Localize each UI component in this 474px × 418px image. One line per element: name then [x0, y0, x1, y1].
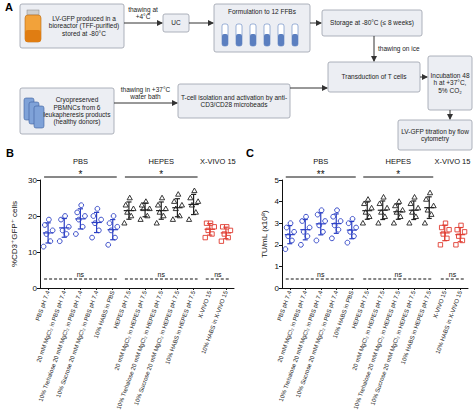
svg-text:20 mM MgCl₂ in HEPES pH 7.5: 20 mM MgCl₂ in HEPES pH 7.5 — [113, 290, 148, 371]
svg-text:PBS pH 7.4: PBS pH 7.4 — [35, 289, 52, 321]
svg-text:20 mM MgCl₂ in HEPES pH 7.5: 20 mM MgCl₂ in HEPES pH 7.5 — [351, 290, 386, 371]
svg-text:10% Sucrose 20 mM MgCl₂ in HEP: 10% Sucrose 20 mM MgCl₂ in HEPES pH 7.5 — [133, 290, 181, 407]
html-text:thawing on ice: thawing on ice — [378, 44, 420, 52]
svg-text:PBS: PBS — [73, 157, 88, 166]
html-text:Incubation 48 h at +37°C, 5% C: Incubation 48 h at +37°C, 5% CO₂ — [430, 71, 470, 94]
html-text:UC: UC — [171, 19, 181, 27]
svg-text:B: B — [6, 147, 14, 159]
svg-text:0: 0 — [275, 284, 280, 293]
svg-text:10% HABS in X-VIVO 15: 10% HABS in X-VIVO 15 — [200, 289, 229, 354]
svg-text:**: ** — [317, 169, 325, 180]
svg-text:10% Trehalose 20 mM MgCl₂ in H: 10% Trehalose 20 mM MgCl₂ in HEPES pH 7.… — [115, 290, 165, 411]
html-text:LV-GFP titration by flow cytom: LV-GFP titration by flow cytometry — [401, 127, 469, 142]
svg-text:10% HABS in HEPES pH 7.5: 10% HABS in HEPES pH 7.5 — [400, 289, 432, 365]
svg-text:10% HABS in PBS: 10% HABS in PBS — [93, 290, 116, 339]
svg-text:ns: ns — [449, 271, 457, 278]
svg-text:3: 3 — [275, 219, 280, 228]
svg-text:10% Trehalose 20 mM MgCl₂ in P: 10% Trehalose 20 mM MgCl₂ in PBS pH 7.4 — [37, 290, 84, 403]
svg-text:X-VIVO 15: X-VIVO 15 — [435, 157, 471, 166]
svg-text:10% Trehalose 20 mM MgCl₂ in P: 10% Trehalose 20 mM MgCl₂ in PBS pH 7.4 — [277, 290, 324, 403]
svg-text:PBS: PBS — [313, 157, 328, 166]
svg-text:PBS pH 7.4: PBS pH 7.4 — [276, 289, 293, 321]
html-text:Transduction of T cells: Transduction of T cells — [341, 73, 407, 81]
svg-text:HEPES: HEPES — [149, 157, 174, 166]
svg-text:X-VIVO 15: X-VIVO 15 — [197, 289, 213, 319]
svg-text:2: 2 — [275, 240, 280, 249]
html-text:Formulation to 12 FFBs: Formulation to 12 FFBs — [228, 8, 296, 16]
svg-text:ns: ns — [77, 271, 85, 278]
svg-text:C: C — [246, 147, 254, 159]
svg-text:10% Sucrose 20 mM MgCl₂ in PBS: 10% Sucrose 20 mM MgCl₂ in PBS pH 7.4 — [55, 289, 100, 398]
svg-text:10% Sucrose 20 mM MgCl₂ in HEP: 10% Sucrose 20 mM MgCl₂ in HEPES pH 7.5 — [369, 290, 417, 407]
html-text:LV-GFP produced in a bioreacto: LV-GFP produced in a bioreactor (TFF-pur… — [48, 14, 120, 37]
svg-text:*: * — [159, 169, 163, 180]
svg-text:10% HABS in X-VIVO 15: 10% HABS in X-VIVO 15 — [435, 289, 464, 354]
svg-text:10% HABS in HEPES pH 7.5: 10% HABS in HEPES pH 7.5 — [164, 289, 196, 365]
html-text:thawing in +37°C water bath: thawing in +37°C water bath — [120, 86, 171, 101]
html-text:thawing at +4°C: thawing at +4°C — [128, 6, 158, 21]
svg-text:*: * — [78, 169, 82, 180]
svg-text:20: 20 — [28, 212, 37, 221]
svg-text:20 mM MgCl₂ in PBS pH 7.4: 20 mM MgCl₂ in PBS pH 7.4 — [36, 289, 68, 363]
svg-text:10% Sucrose 20 mM MgCl₂ in PBS: 10% Sucrose 20 mM MgCl₂ in PBS pH 7.4 — [295, 289, 340, 398]
svg-text:0: 0 — [33, 284, 38, 293]
svg-text:5: 5 — [275, 176, 280, 185]
html-text:Storage at -80°C (≤ 8 weeks): Storage at -80°C (≤ 8 weeks) — [330, 19, 414, 27]
svg-text:TU/mL (x10⁸): TU/mL (x10⁸) — [260, 210, 269, 258]
svg-text:*: * — [396, 169, 400, 180]
svg-text:%CD3⁺GFP⁺ cells: %CD3⁺GFP⁺ cells — [10, 201, 19, 267]
html-text:T-cell isolation and activatio: T-cell isolation and activation by anti-… — [180, 93, 288, 108]
svg-text:ns: ns — [214, 271, 222, 278]
svg-text:10: 10 — [28, 248, 37, 257]
svg-text:30: 30 — [28, 176, 37, 185]
svg-text:1: 1 — [275, 262, 280, 271]
svg-text:X-VIVO 15: X-VIVO 15 — [432, 289, 448, 319]
svg-text:20 mM MgCl₂ in PBS pH 7.4: 20 mM MgCl₂ in PBS pH 7.4 — [277, 289, 309, 363]
svg-text:4: 4 — [275, 197, 280, 206]
svg-text:ns: ns — [158, 271, 166, 278]
svg-text:HEPES pH 7.5: HEPES pH 7.5 — [350, 290, 371, 330]
html-text:A: A — [5, 1, 13, 13]
svg-text:X-VIVO 15: X-VIVO 15 — [200, 157, 236, 166]
svg-text:ns: ns — [395, 271, 403, 278]
svg-text:10% Trehalose 20 mM MgCl₂ in H: 10% Trehalose 20 mM MgCl₂ in HEPES pH 7.… — [352, 290, 402, 411]
svg-text:ns: ns — [317, 271, 325, 278]
html-text:Cryopreserved PBMNCs from 6 le: Cryopreserved PBMNCs from 6 leukapheresi… — [43, 96, 111, 126]
svg-text:HEPES pH 7.5: HEPES pH 7.5 — [113, 289, 132, 329]
svg-text:10% HABS in PBS: 10% HABS in PBS — [332, 290, 355, 339]
svg-text:HEPES: HEPES — [386, 157, 411, 166]
